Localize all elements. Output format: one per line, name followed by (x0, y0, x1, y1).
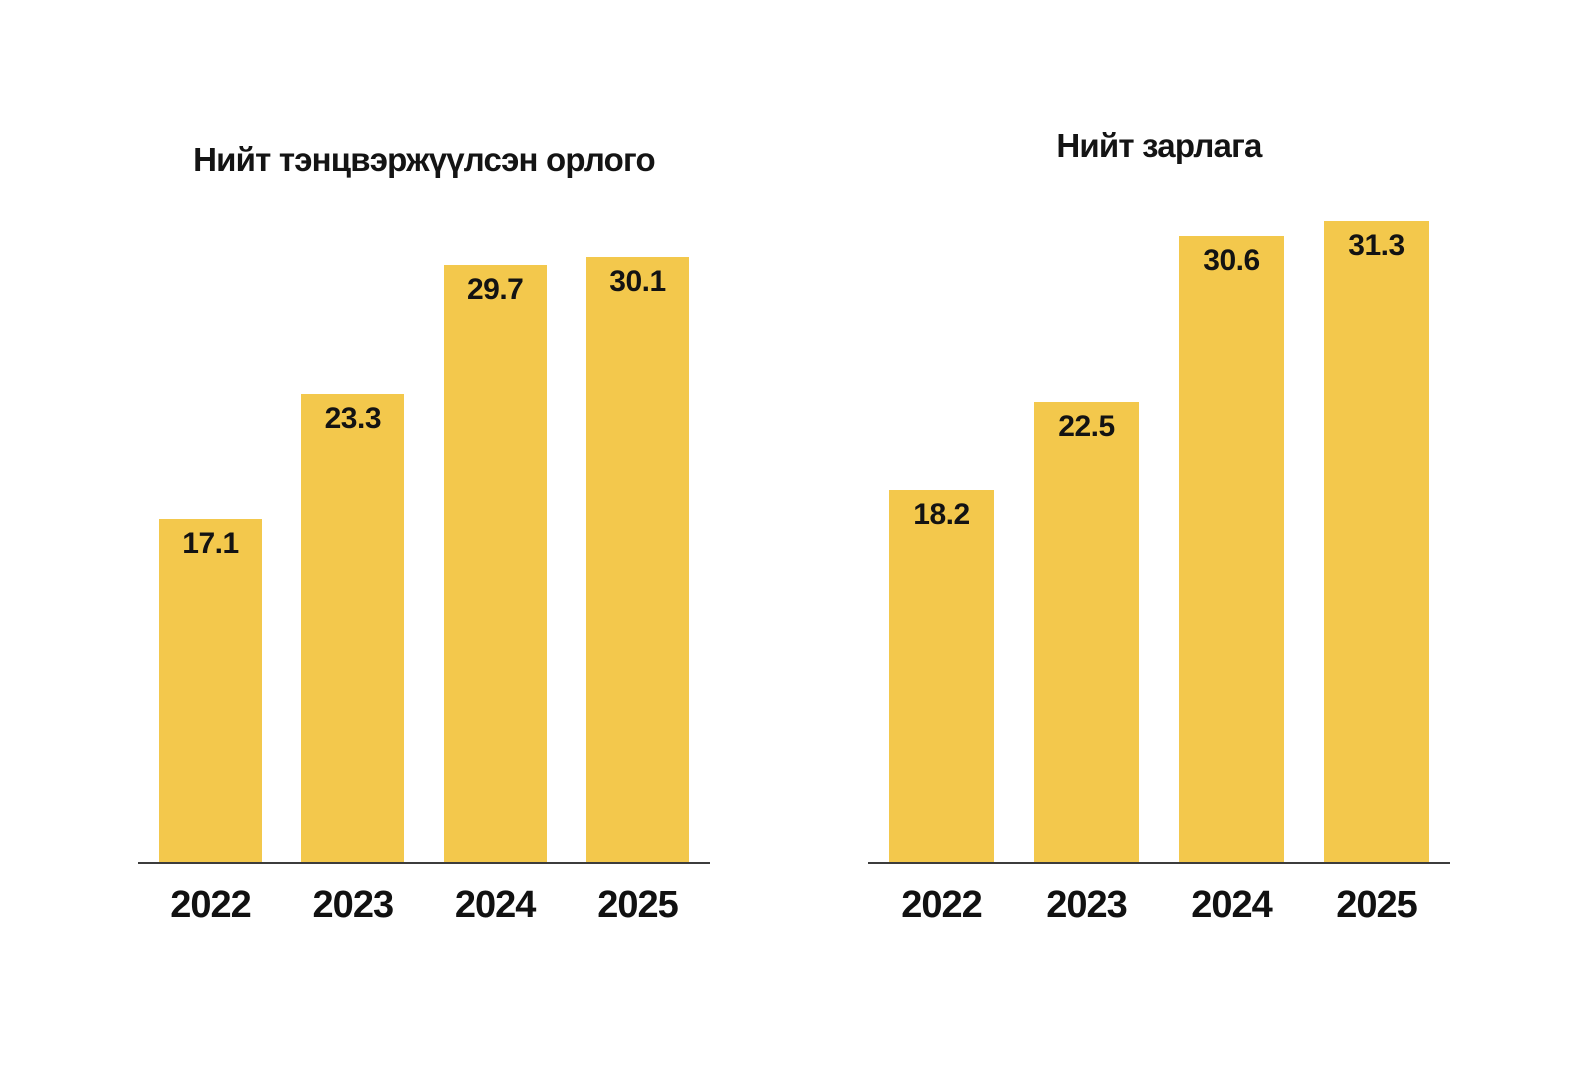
x-axis-label: 2022 (901, 884, 983, 926)
bar-2022: 17.1 (159, 519, 262, 863)
bar-value-label: 29.7 (466, 273, 524, 306)
plot-area: 18.2 22.5 30.6 31.3 (868, 203, 1450, 863)
plot-area: 17.1 23.3 29.7 30.1 (138, 203, 710, 863)
x-axis-label: 2025 (597, 884, 679, 926)
bar-value-label: 23.3 (324, 402, 382, 435)
x-axis-line (868, 862, 1450, 864)
chart-total-expenditure: Нийт зарлага 18.2 22.5 30.6 31.3 2022 2023 20… (868, 0, 1450, 1068)
x-axis-label: 2025 (1336, 884, 1418, 926)
x-axis-labels: 2022 2023 2024 2025 (868, 884, 1450, 927)
bar-value-label: 22.5 (1058, 410, 1115, 443)
chart-title: Нийт тэнцвэржүүлсэн орлого (193, 141, 656, 178)
bar-2023: 22.5 (1034, 402, 1139, 863)
x-axis-label: 2024 (1191, 884, 1273, 926)
chart-balanced-income: Нийт тэнцвэржүүлсэн орлого 17.1 23.3 29.7 3… (138, 0, 710, 1068)
bar-value-label: 30.6 (1203, 244, 1260, 277)
bar-value-label: 18.2 (913, 498, 970, 531)
x-axis-labels: 2022 2023 2024 2025 (138, 884, 710, 927)
bar-value-label: 31.3 (1348, 229, 1405, 262)
bar-2024: 29.7 (443, 265, 547, 863)
bar-2023: 23.3 (301, 394, 405, 863)
x-axis-label: 2024 (454, 884, 537, 926)
x-axis-label: 2023 (1046, 884, 1128, 926)
bar-2022: 18.2 (889, 490, 994, 863)
bar-2025: 31.3 (1324, 221, 1429, 863)
bar-value-label: 30.1 (609, 265, 666, 298)
bar-2025: 30.1 (585, 257, 689, 863)
bar-2024: 30.6 (1179, 236, 1284, 863)
x-axis-line (138, 862, 710, 864)
x-axis-label: 2023 (312, 884, 395, 926)
bar-value-label: 17.1 (182, 527, 239, 560)
x-axis-label: 2022 (170, 884, 252, 926)
chart-title: Нийт зарлага (1056, 127, 1262, 164)
